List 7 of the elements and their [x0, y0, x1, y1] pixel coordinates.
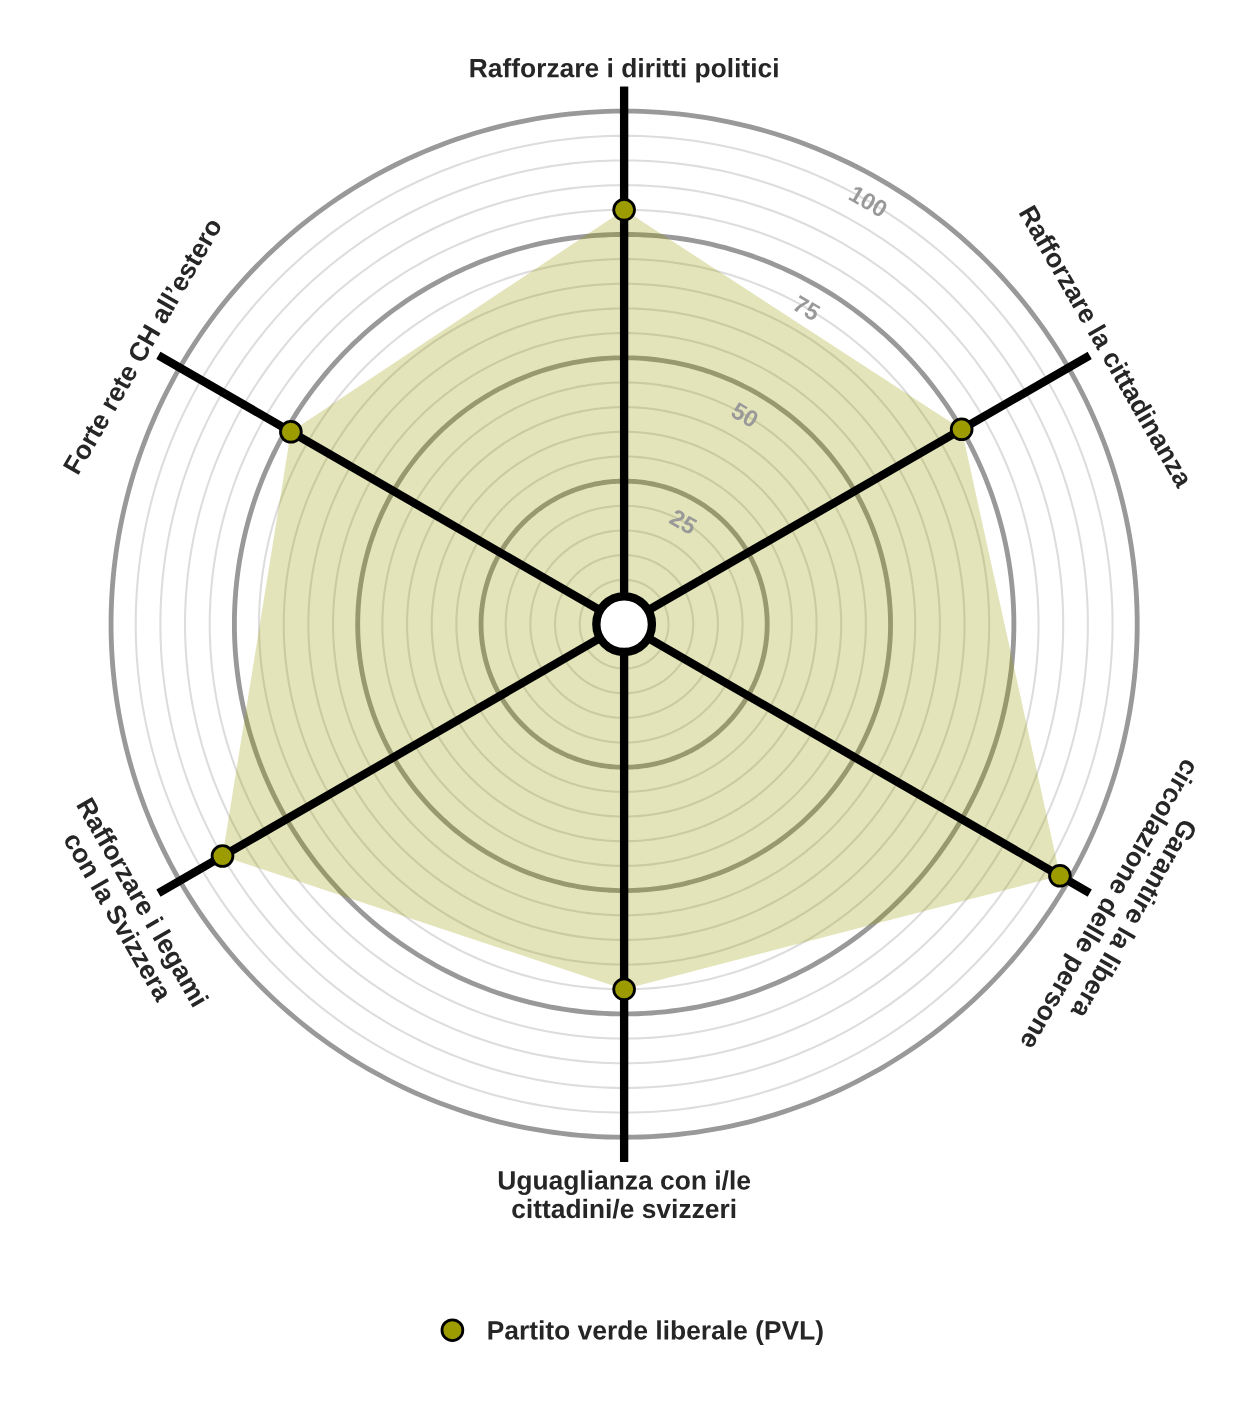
y-tick-label: 50	[729, 401, 760, 429]
legend-label: Partito verde liberale (PVL)	[488, 1320, 823, 1345]
y-tick-label: 100	[848, 185, 889, 218]
y-tick-label: 75	[791, 295, 822, 322]
y-tick-label: 25	[668, 508, 699, 536]
spoke-label: Uguaglianza con i/le cittadini/e svizzeri	[498, 1170, 751, 1219]
spoke-label: Rafforzare i diritti politici	[470, 58, 778, 83]
